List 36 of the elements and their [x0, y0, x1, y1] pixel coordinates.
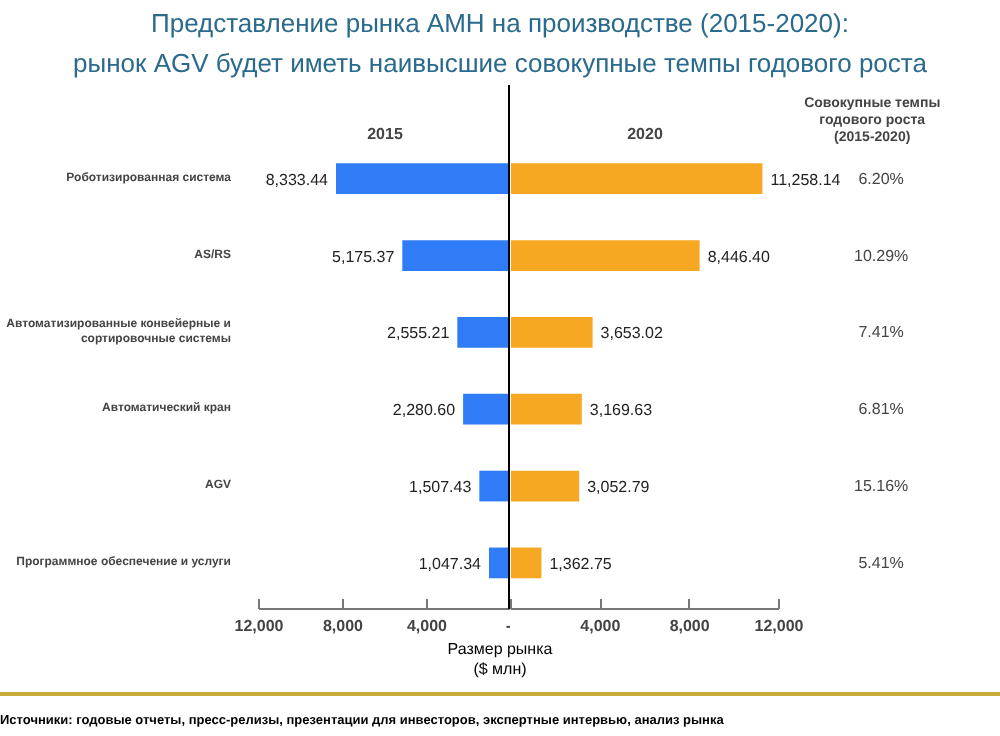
x-tick-label: 4,000 [406, 617, 449, 635]
bar [511, 393, 582, 425]
text: 5.41% [858, 553, 904, 572]
bar [511, 163, 763, 195]
x-tick-label: 4,000 [580, 617, 622, 635]
text: 7.41% [858, 323, 904, 342]
data-label: 2,280.60 [392, 401, 457, 420]
series-label: 2015 [367, 124, 404, 143]
data-label: 8,446.40 [707, 247, 772, 266]
x-tick-label: 12,000 [234, 617, 285, 635]
series-label: 2020 [627, 124, 664, 143]
text: 6.81% [858, 400, 904, 419]
data-label: 2,555.21 [387, 324, 451, 343]
chart-title: Представление рынка АМН на производстве (2015-2020): [151, 8, 849, 38]
bar [511, 317, 593, 348]
data-label: 5,175.37 [332, 247, 396, 266]
x-axis-title: Размер рынка ($ млн) [447, 640, 553, 680]
data-label: 1,507.43 [409, 478, 473, 497]
data-label: 3,052.79 [587, 478, 651, 497]
chart-subtitle: рынок AGV будет иметь наивысшие совокупные темпы годового роста [73, 48, 927, 78]
data-label: 3,653.02 [600, 324, 664, 343]
data-label: 3,169.63 [589, 401, 654, 420]
text: 15.16% [853, 477, 909, 496]
x-tick-label: 8,000 [322, 617, 365, 635]
data-label: 8,333.44 [265, 170, 330, 189]
bar [511, 547, 542, 579]
data-label: 11,258.14 [770, 170, 842, 189]
bar [511, 470, 580, 502]
data-label: 1,047.34 [418, 554, 483, 573]
text: 10.29% [853, 246, 909, 265]
text: 6.20% [858, 169, 904, 188]
bar [511, 240, 700, 271]
x-tick-label: 12,000 [754, 617, 805, 635]
x-tick-label: - [505, 617, 512, 635]
x-tick-label: 8,000 [669, 617, 711, 635]
data-label: 1,362.75 [549, 554, 613, 573]
